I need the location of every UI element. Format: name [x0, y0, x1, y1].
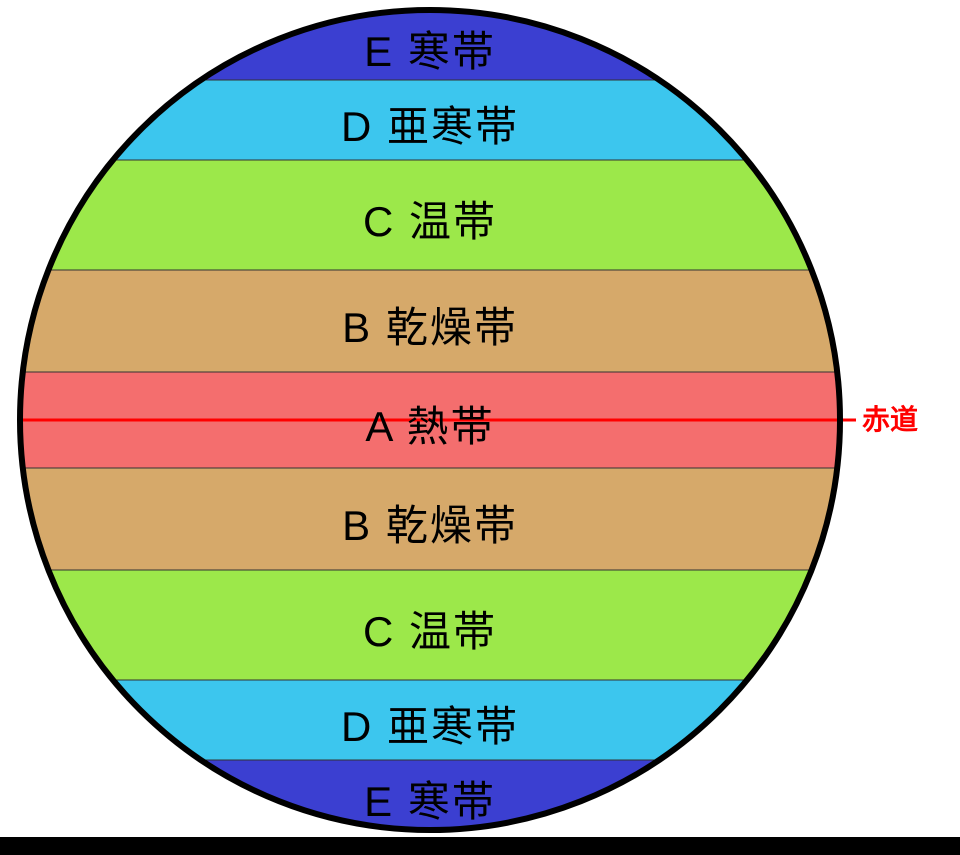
- climate-zone-diagram: E 寒帯 D 亜寒帯 C 温帯 B 乾燥帯 A 熱帯 B 乾燥帯 C 温帯 D …: [0, 0, 960, 855]
- band-c-north: [0, 160, 960, 270]
- band-d-south: [0, 680, 960, 760]
- band-d-north: [0, 80, 960, 160]
- equator-label: 赤道: [862, 398, 918, 438]
- band-e-north: [0, 10, 960, 80]
- band-c-south: [0, 570, 960, 680]
- globe-svg: [0, 0, 960, 855]
- bottom-black-strip: [0, 837, 960, 855]
- band-e-south: [0, 760, 960, 830]
